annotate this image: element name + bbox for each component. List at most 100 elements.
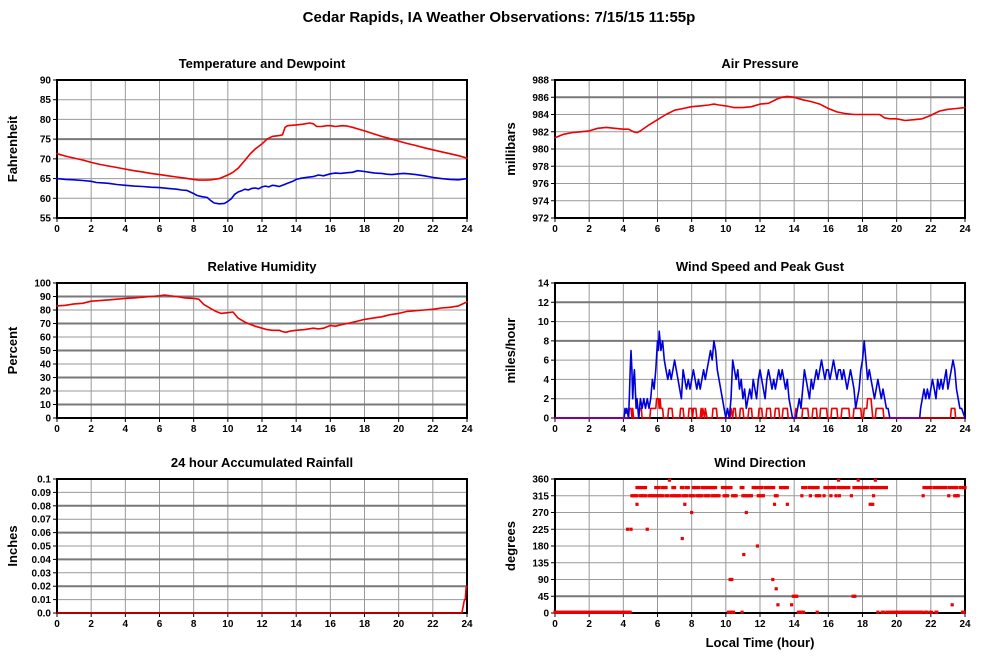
plot-area: 0 2 4 6 8 10 12 14 16 18 20 22 240102030405060708090… bbox=[34, 279, 473, 436]
data-point bbox=[840, 485, 844, 490]
data-point bbox=[756, 494, 760, 498]
plot-area: 0 2 4 6 8 10 12 14 16 18 20 22 249729749769789809829… bbox=[532, 76, 971, 236]
x-tick-label: 8 bbox=[191, 424, 197, 435]
data-point bbox=[801, 610, 806, 614]
plot-frame bbox=[56, 79, 468, 219]
data-point bbox=[917, 610, 921, 614]
x-tick-label: 18 bbox=[359, 424, 371, 435]
y-axis-label: Inches bbox=[5, 525, 20, 566]
data-point bbox=[707, 494, 711, 498]
data-point bbox=[722, 485, 726, 490]
wind-speed-series bbox=[554, 397, 966, 419]
x-tick-label: 2 bbox=[88, 224, 94, 235]
data-point bbox=[696, 494, 701, 498]
y-tick-label: 978 bbox=[532, 162, 549, 173]
data-point bbox=[585, 610, 590, 614]
data-point bbox=[573, 610, 578, 614]
x-tick-label: 20 bbox=[393, 224, 405, 235]
x-tick-label: 20 bbox=[891, 619, 903, 630]
data-point bbox=[560, 610, 564, 614]
x-tick-label: 18 bbox=[857, 224, 869, 235]
x-tick-label: 6 bbox=[157, 224, 163, 235]
data-point bbox=[772, 502, 777, 506]
x-tick-label: 22 bbox=[925, 224, 937, 235]
x-tick-label: 10 bbox=[720, 224, 732, 235]
page-title: Cedar Rapids, IA Weather Observations: 7… bbox=[303, 9, 696, 26]
x-tick-label: 8 bbox=[689, 424, 695, 435]
data-point bbox=[959, 485, 964, 490]
wind-direction-series bbox=[553, 478, 967, 614]
data-point bbox=[884, 485, 889, 490]
x-tick-label: 24 bbox=[461, 224, 473, 235]
data-point bbox=[862, 485, 866, 490]
x-tick-label: 22 bbox=[427, 424, 439, 435]
y-tick-label: 982 bbox=[532, 127, 549, 138]
data-point bbox=[778, 485, 783, 490]
data-point bbox=[800, 494, 804, 498]
data-point bbox=[649, 494, 653, 498]
x-tick-label: 2 bbox=[88, 619, 94, 630]
chart-title: Relative Humidity bbox=[207, 259, 317, 274]
data-point bbox=[710, 494, 714, 498]
data-point bbox=[937, 485, 941, 490]
data-point bbox=[932, 485, 936, 490]
data-point bbox=[877, 485, 882, 490]
data-point bbox=[661, 485, 665, 490]
data-point bbox=[801, 485, 805, 490]
x-tick-label: 16 bbox=[325, 424, 337, 435]
data-point bbox=[728, 577, 732, 582]
data-point bbox=[947, 494, 951, 498]
x-tick-label: 14 bbox=[789, 619, 801, 630]
data-point bbox=[589, 610, 593, 614]
data-point bbox=[780, 485, 784, 490]
data-point bbox=[681, 494, 685, 498]
data-point bbox=[838, 485, 842, 490]
x-tick-label: 8 bbox=[191, 224, 197, 235]
y-tick-label: 135 bbox=[532, 558, 549, 569]
relative-humidity-chart: Relative Humidity Percent 0 2 4 6 8 10 12 14 16 1… bbox=[5, 259, 473, 435]
data-point bbox=[771, 577, 775, 582]
data-point bbox=[683, 494, 687, 498]
x-tick-label: 8 bbox=[191, 619, 197, 630]
data-point bbox=[807, 485, 812, 490]
data-point bbox=[949, 485, 953, 490]
data-point bbox=[748, 494, 752, 498]
data-point bbox=[601, 610, 605, 614]
y-tick-label: 0 bbox=[543, 414, 549, 425]
x-tick-label: 2 bbox=[586, 424, 592, 435]
data-point bbox=[868, 502, 872, 506]
x-tick-label: 20 bbox=[891, 224, 903, 235]
data-point bbox=[941, 485, 945, 490]
data-point bbox=[691, 485, 695, 490]
data-point bbox=[625, 610, 629, 614]
data-point bbox=[896, 610, 900, 614]
data-point bbox=[690, 510, 694, 515]
y-tick-label: 90 bbox=[40, 76, 52, 87]
data-point bbox=[561, 610, 566, 614]
y-tick-label: 12 bbox=[538, 298, 550, 309]
data-point bbox=[808, 494, 812, 498]
plot-area: 0 2 4 6 8 10 12 14 16 18 20 22 240459013518022527031… bbox=[532, 475, 971, 631]
data-point bbox=[717, 494, 721, 498]
humidity-series bbox=[56, 294, 468, 334]
data-point bbox=[874, 485, 878, 490]
data-point bbox=[763, 485, 767, 490]
data-point bbox=[730, 610, 734, 614]
data-point bbox=[645, 527, 649, 531]
data-point bbox=[930, 610, 934, 614]
data-point bbox=[818, 494, 822, 498]
data-point bbox=[744, 494, 748, 498]
x-tick-label: 8 bbox=[689, 224, 695, 235]
data-point bbox=[873, 478, 877, 482]
data-point bbox=[705, 485, 709, 490]
data-point bbox=[594, 610, 598, 614]
data-point bbox=[628, 610, 632, 614]
x-tick-label: 6 bbox=[655, 619, 661, 630]
x-tick-label: 0 bbox=[552, 619, 558, 630]
x-tick-label: 4 bbox=[123, 424, 129, 435]
data-point bbox=[876, 485, 880, 490]
data-point bbox=[638, 494, 643, 498]
data-point bbox=[695, 485, 699, 490]
